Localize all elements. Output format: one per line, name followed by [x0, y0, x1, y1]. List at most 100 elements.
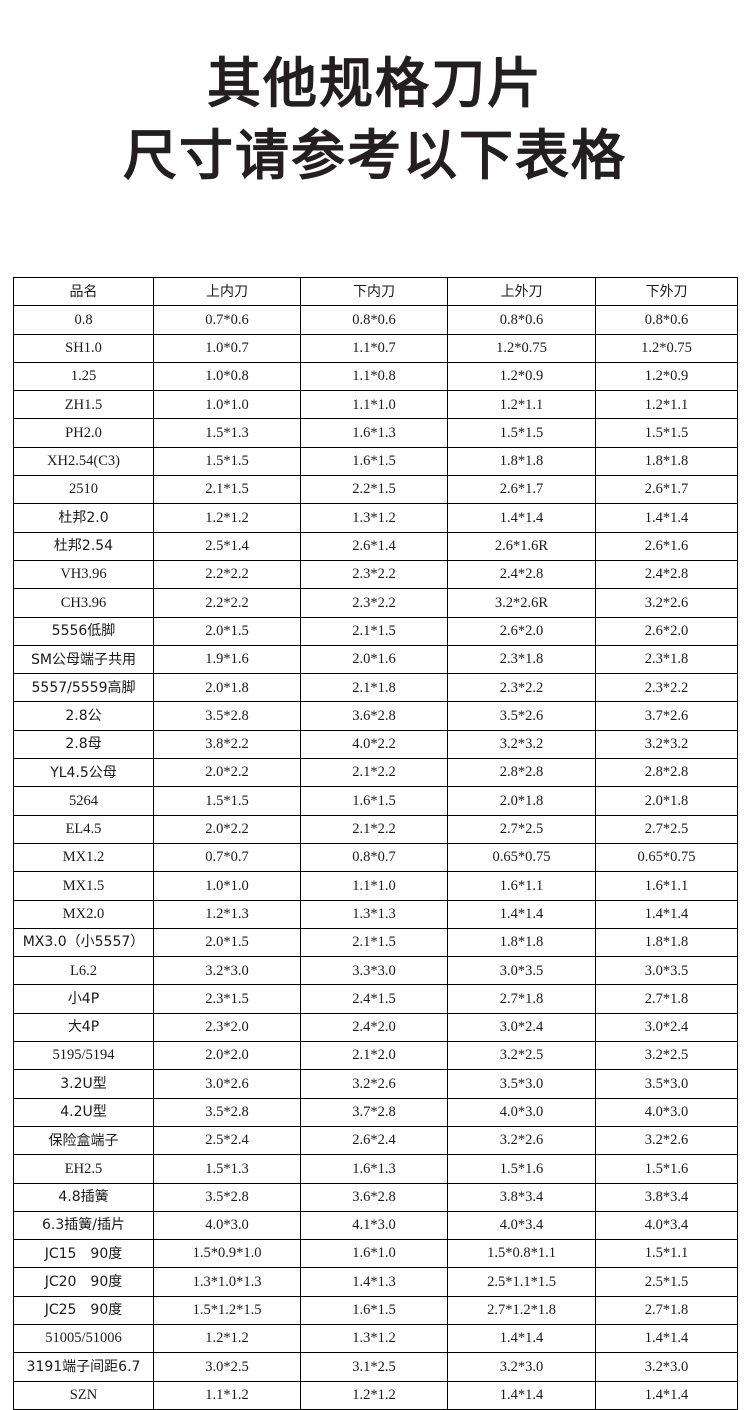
spec-cell: 2.2*1.5: [300, 475, 448, 505]
spec-cell: 1.8*1.8: [447, 927, 596, 958]
product-name-cell: 5264: [13, 786, 154, 816]
table-row: PH2.0 1.5*1.3 1.6*1.3 1.5*1.5 1.5*1.5: [13, 418, 738, 448]
product-name-cell: ZH1.5: [13, 390, 154, 420]
spec-cell: 1.2*0.9: [447, 361, 596, 392]
product-name-cell: 5195/5194: [13, 1041, 154, 1071]
product-name-cell: SZN: [13, 1380, 154, 1410]
spec-cell: 2.1*1.8: [300, 673, 448, 703]
spec-cell: 3.0*2.4: [595, 1012, 738, 1043]
spec-cell: 3.8*2.2: [153, 729, 301, 760]
spec-cell: 1.0*0.8: [153, 361, 301, 392]
product-name-cell: SM公母端子共用: [13, 644, 154, 675]
spec-cell: 2.5*1.4: [153, 531, 301, 561]
spec-cell: 1.2*0.75: [447, 333, 596, 363]
table-row: YL4.5公母 2.0*2.2 2.1*2.2 2.8*2.8 2.8*2.8: [13, 758, 738, 788]
spec-cell: 1.4*1.4: [595, 1380, 738, 1410]
spec-cell: 1.1*1.2: [153, 1380, 301, 1410]
spec-cell: 1.4*1.4: [595, 503, 738, 533]
table-row: 5195/5194 2.0*2.0 2.1*2.0 3.2*2.5 3.2*2.5: [13, 1041, 738, 1071]
spec-cell: 3.5*3.0: [447, 1069, 596, 1099]
product-name-cell: 保险盒端子: [13, 1125, 154, 1156]
column-header-4: 下外刀: [595, 276, 738, 307]
spec-cell: 2.8*2.8: [595, 758, 738, 788]
spec-cell: 2.4*2.8: [447, 559, 596, 590]
spec-cell: 4.0*3.0: [595, 1097, 738, 1127]
table-row: MX1.5 1.0*1.0 1.1*1.0 1.6*1.1 1.6*1.1: [13, 871, 738, 901]
product-name-cell: 3191端子间距6.7: [13, 1352, 154, 1382]
product-name-cell: 杜邦2.54: [13, 531, 154, 561]
spec-cell: 3.1*2.5: [300, 1352, 448, 1382]
spec-cell: 1.5*1.1: [595, 1239, 738, 1269]
spec-cell: 1.0*1.0: [153, 390, 301, 420]
table-row: VH3.96 2.2*2.2 2.3*2.2 2.4*2.8 2.4*2.8: [13, 559, 738, 590]
spec-cell: 4.1*3.0: [300, 1210, 448, 1241]
spec-cell: 3.2*3.2: [595, 729, 738, 760]
spec-cell: 1.4*1.4: [595, 1323, 738, 1354]
table-row: 5264 1.5*1.5 1.6*1.5 2.0*1.8 2.0*1.8: [13, 786, 738, 816]
spec-cell: 0.8*0.6: [595, 305, 738, 335]
table-row: 3.2U型 3.0*2.6 3.2*2.6 3.5*3.0 3.5*3.0: [13, 1069, 738, 1099]
table-row: 2.8公 3.5*2.8 3.6*2.8 3.5*2.6 3.7*2.6: [13, 701, 738, 731]
spec-cell: 0.65*0.75: [595, 842, 738, 873]
spec-cell: 2.4*2.0: [300, 1012, 448, 1043]
table-row: 杜邦2.0 1.2*1.2 1.3*1.2 1.4*1.4 1.4*1.4: [13, 503, 738, 533]
spec-cell: 1.2*1.3: [153, 899, 301, 929]
product-name-cell: 2.8母: [13, 729, 154, 760]
spec-cell: 3.3*3.0: [300, 956, 448, 986]
spec-cell: 3.0*3.5: [595, 956, 738, 986]
spec-cell: 1.2*1.2: [153, 503, 301, 533]
spec-cell: 2.4*2.8: [595, 559, 738, 590]
product-name-cell: MX1.2: [13, 842, 154, 873]
spec-cell: 2.4*1.5: [300, 984, 448, 1014]
spec-cell: 2.5*1.5: [595, 1267, 738, 1297]
spec-cell: 2.7*2.5: [447, 814, 596, 844]
product-name-cell: CH3.96: [13, 588, 154, 618]
spec-cell: 1.6*1.5: [300, 1295, 448, 1325]
spec-cell: 2.0*1.6: [300, 644, 448, 675]
spec-cell: 4.0*2.2: [300, 729, 448, 760]
spec-cell: 1.5*1.5: [447, 418, 596, 448]
spec-cell: 2.5*1.1*1.5: [447, 1267, 596, 1297]
table-row: CH3.96 2.2*2.2 2.3*2.2 3.2*2.6R 3.2*2.6: [13, 588, 738, 618]
product-name-cell: PH2.0: [13, 418, 154, 448]
spec-cell: 3.7*2.6: [595, 701, 738, 731]
spec-cell: 3.8*3.4: [595, 1182, 738, 1212]
spec-cell: 1.6*1.1: [447, 871, 596, 901]
spec-cell: 2.0*1.8: [447, 786, 596, 816]
table-row: 2.8母 3.8*2.2 4.0*2.2 3.2*3.2 3.2*3.2: [13, 729, 738, 760]
spec-cell: 1.1*1.0: [300, 390, 448, 420]
spec-cell: 3.7*2.8: [300, 1097, 448, 1127]
spec-cell: 2.6*1.4: [300, 531, 448, 561]
spec-cell: 2.5*2.4: [153, 1125, 301, 1156]
table-row: 1.25 1.0*0.8 1.1*0.8 1.2*0.9 1.2*0.9: [13, 361, 738, 392]
page-heading: 其他规格刀片 尺寸请参考以下表格: [0, 0, 750, 193]
spec-cell: 1.6*1.5: [300, 786, 448, 816]
spec-cell: 4.0*3.4: [447, 1210, 596, 1241]
spec-cell: 2.3*2.2: [300, 588, 448, 618]
spec-cell: 2.7*1.8: [595, 984, 738, 1014]
spec-cell: 1.4*1.3: [300, 1267, 448, 1297]
spec-cell: 2.3*1.5: [153, 984, 301, 1014]
table-row: ZH1.5 1.0*1.0 1.1*1.0 1.2*1.1 1.2*1.1: [13, 390, 738, 420]
product-name-cell: 3.2U型: [13, 1069, 154, 1099]
spec-cell: 2.3*2.0: [153, 1012, 301, 1043]
spec-cell: 3.2*2.6R: [447, 588, 596, 618]
spec-cell: 1.0*1.0: [153, 871, 301, 901]
table-row: EL4.5 2.0*2.2 2.1*2.2 2.7*2.5 2.7*2.5: [13, 814, 738, 844]
table-row: 2510 2.1*1.5 2.2*1.5 2.6*1.7 2.6*1.7: [13, 475, 738, 505]
spec-cell: 3.2*2.5: [447, 1041, 596, 1071]
product-name-cell: 1.25: [13, 361, 154, 392]
spec-cell: 2.0*2.2: [153, 758, 301, 788]
spec-cell: 1.6*1.3: [300, 1154, 448, 1184]
spec-cell: 1.5*1.6: [595, 1154, 738, 1184]
table-row: 杜邦2.54 2.5*1.4 2.6*1.4 2.6*1.6R 2.6*1.6: [13, 531, 738, 561]
spec-cell: 1.2*1.1: [595, 390, 738, 420]
spec-cell: 2.6*1.6R: [447, 531, 596, 561]
spec-cell: 1.5*1.2*1.5: [153, 1295, 301, 1325]
product-name-cell: MX2.0: [13, 899, 154, 929]
spec-cell: 3.0*3.5: [447, 956, 596, 986]
spec-cell: 2.3*2.2: [447, 673, 596, 703]
table-row: JC25 90度 1.5*1.2*1.5 1.6*1.5 2.7*1.2*1.8 2.7…: [13, 1295, 738, 1325]
table-row: MX1.2 0.7*0.7 0.8*0.7 0.65*0.75 0.65*0.75: [13, 842, 738, 873]
spec-cell: 1.5*1.3: [153, 1154, 301, 1184]
